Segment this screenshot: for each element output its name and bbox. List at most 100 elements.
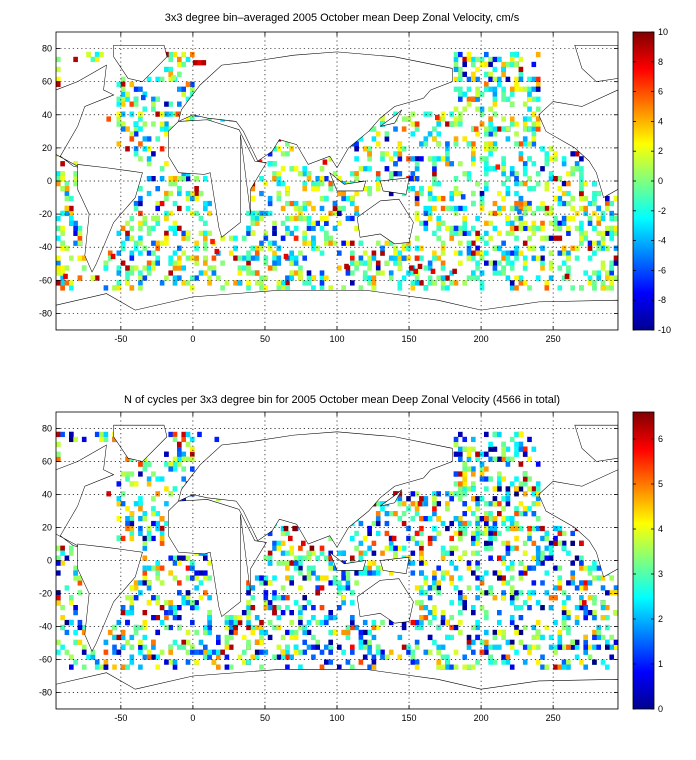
heatmap-bin <box>129 136 135 142</box>
heatmap-bin <box>155 600 161 606</box>
heatmap-bin <box>449 634 455 641</box>
heatmap-bin <box>423 496 429 502</box>
heatmap-bin <box>505 275 511 281</box>
heatmap-bin <box>177 451 182 457</box>
heatmap-bin <box>375 501 381 507</box>
heatmap-bin <box>81 649 87 655</box>
heatmap-bin <box>471 570 476 576</box>
heatmap-bin <box>276 605 282 611</box>
heatmap-bin <box>527 590 532 596</box>
heatmap-bin <box>164 190 169 197</box>
heatmap-bin <box>462 225 468 231</box>
heatmap-bin <box>514 205 519 212</box>
heatmap-bin <box>120 86 126 92</box>
heatmap-bin <box>587 565 593 571</box>
heatmap-bin <box>583 585 589 591</box>
y-tick-label: 40 <box>42 490 52 500</box>
heatmap-bin <box>557 575 563 581</box>
heatmap-bin <box>103 431 109 438</box>
heatmap-bin <box>544 285 550 291</box>
heatmap-bin <box>414 215 420 222</box>
heatmap-bin <box>285 629 290 636</box>
heatmap-bin <box>462 106 468 112</box>
heatmap-bin <box>77 580 83 586</box>
heatmap-bin <box>298 545 303 551</box>
x-tick-label: 0 <box>190 334 195 344</box>
heatmap-bin <box>168 176 174 182</box>
heatmap-bin <box>462 215 468 222</box>
heatmap-bin <box>479 580 485 586</box>
heatmap-bin <box>289 629 295 636</box>
heatmap-bin <box>190 451 195 457</box>
heatmap-bin <box>138 639 143 645</box>
heatmap-bin <box>133 151 139 157</box>
heatmap-bin <box>548 146 554 152</box>
heatmap-bin <box>544 545 550 551</box>
heatmap-bin <box>142 644 148 650</box>
heatmap-bin <box>440 250 446 256</box>
heatmap-bin <box>267 555 273 561</box>
heatmap-bin <box>133 96 139 102</box>
heatmap-bin <box>462 525 468 532</box>
heatmap-bin <box>246 624 251 631</box>
heatmap-bin <box>371 634 377 641</box>
heatmap-bin <box>414 176 420 182</box>
heatmap-bin <box>181 639 187 645</box>
heatmap-bin <box>358 166 364 172</box>
heatmap-bin <box>574 210 580 217</box>
heatmap-bin <box>362 166 368 172</box>
heatmap-bin <box>181 230 187 236</box>
heatmap-bin <box>69 436 74 443</box>
heatmap-bin <box>315 590 321 596</box>
heatmap-bin <box>129 610 135 616</box>
heatmap-bin <box>436 121 442 127</box>
heatmap-bin <box>272 255 277 261</box>
heatmap-bin <box>492 146 498 152</box>
heatmap-bin <box>501 506 506 512</box>
heatmap-bin <box>449 664 455 670</box>
heatmap-bin <box>207 595 212 601</box>
heatmap-bin <box>73 171 78 177</box>
heatmap-bin <box>509 101 515 107</box>
heatmap-bin <box>146 461 152 467</box>
heatmap-bin <box>125 520 130 527</box>
heatmap-bin <box>432 156 437 162</box>
heatmap-bin <box>151 106 156 112</box>
heatmap-bin <box>484 540 489 546</box>
heatmap-bin <box>445 525 450 532</box>
y-tick-label: 60 <box>42 77 52 87</box>
heatmap-bin <box>427 619 433 626</box>
heatmap-bin <box>440 619 446 626</box>
heatmap-bin <box>142 555 148 561</box>
heatmap-bin <box>596 275 602 281</box>
heatmap-bin <box>522 624 528 631</box>
heatmap-bin <box>497 501 502 507</box>
heatmap-bin <box>112 664 117 670</box>
heatmap-bin <box>427 265 433 271</box>
heatmap-bin <box>522 166 528 172</box>
heatmap-bin <box>488 106 493 112</box>
heatmap-bin <box>337 190 342 197</box>
heatmap-bin <box>64 195 70 202</box>
heatmap-bin <box>514 476 519 482</box>
heatmap-bin <box>423 265 429 271</box>
heatmap-bin <box>129 215 135 222</box>
heatmap-bin <box>380 151 385 157</box>
heatmap-bin <box>557 634 563 641</box>
heatmap-bin <box>106 116 112 122</box>
heatmap-bin <box>241 649 247 655</box>
heatmap-bin <box>259 624 264 631</box>
heatmap-bin <box>488 141 493 147</box>
heatmap-bin <box>354 141 359 147</box>
heatmap-bin <box>125 471 130 477</box>
heatmap-bin <box>129 265 135 271</box>
heatmap-bin <box>497 471 502 477</box>
heatmap-bin <box>138 530 143 537</box>
heatmap-bin <box>414 540 420 546</box>
heatmap-bin <box>354 545 359 551</box>
heatmap-bin <box>436 565 442 571</box>
heatmap-bin <box>151 121 156 127</box>
heatmap-bin <box>505 136 511 142</box>
heatmap-bin <box>164 161 169 167</box>
heatmap-bin <box>301 540 306 546</box>
